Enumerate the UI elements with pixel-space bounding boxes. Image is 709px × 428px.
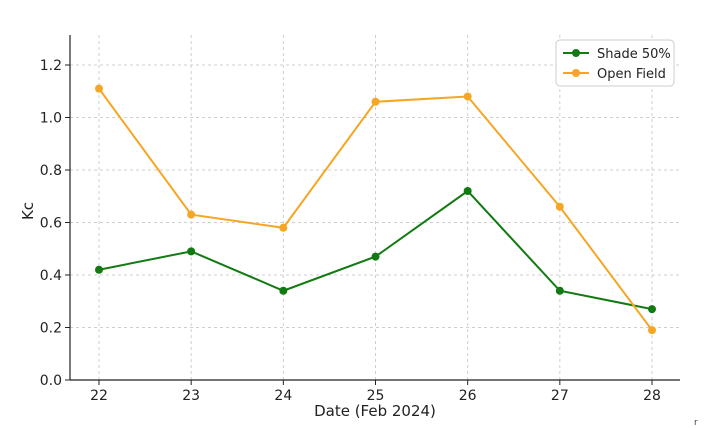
y-tick-label: 0.0	[40, 373, 62, 389]
x-axis-title: Date (Feb 2024)	[314, 402, 436, 420]
data-point-shade-50	[95, 265, 103, 274]
legend: Shade 50% Open Field	[555, 39, 675, 87]
legend-marker-shade	[572, 49, 580, 57]
y-tick-label: 0.6	[40, 216, 62, 232]
x-tick-label: 28	[643, 388, 661, 404]
data-point-open-field	[648, 326, 656, 335]
x-tick-label: 27	[551, 388, 569, 404]
data-point-shade-50	[187, 247, 196, 256]
corner-mark: r	[694, 418, 698, 428]
y-tick-label: 0.4	[40, 268, 62, 284]
data-point-shade-50	[279, 286, 288, 295]
legend-label-shade: Shade 50%	[597, 47, 671, 62]
legend-marker-open-field	[572, 69, 580, 77]
x-tick-label: 26	[459, 388, 477, 404]
legend-box	[555, 39, 675, 87]
y-tick-label: 1.0	[40, 111, 62, 127]
x-tick-label: 23	[182, 388, 200, 404]
y-tick-label: 0.2	[40, 321, 62, 337]
data-point-shade-50	[648, 305, 656, 314]
y-tick-label: 0.8	[40, 163, 62, 179]
grid	[70, 35, 680, 380]
data-point-shade-50	[371, 252, 380, 261]
x-tick-label: 22	[90, 388, 108, 404]
legend-label-open-field: Open Field	[597, 67, 666, 82]
y-tick-label: 1.2	[40, 58, 62, 74]
y-axis-title: Kc	[19, 202, 37, 220]
x-tick-label: 25	[367, 388, 385, 404]
data-point-open-field	[95, 84, 103, 93]
data-point-shade-50	[555, 286, 564, 295]
data-point-shade-50	[463, 187, 472, 195]
data-point-open-field	[463, 92, 472, 101]
x-tick-label: 24	[274, 388, 292, 404]
data-point-open-field	[187, 210, 196, 219]
data-point-open-field	[371, 97, 380, 106]
data-point-open-field	[279, 223, 288, 232]
axes: 22 23 24 25 26 27 28 0.0 0.2 0.4 0.6 0.8 1.0 1.2	[40, 35, 680, 404]
series-line-shade-50	[98, 189, 653, 311]
data-point-open-field	[555, 202, 564, 211]
series	[95, 84, 656, 335]
